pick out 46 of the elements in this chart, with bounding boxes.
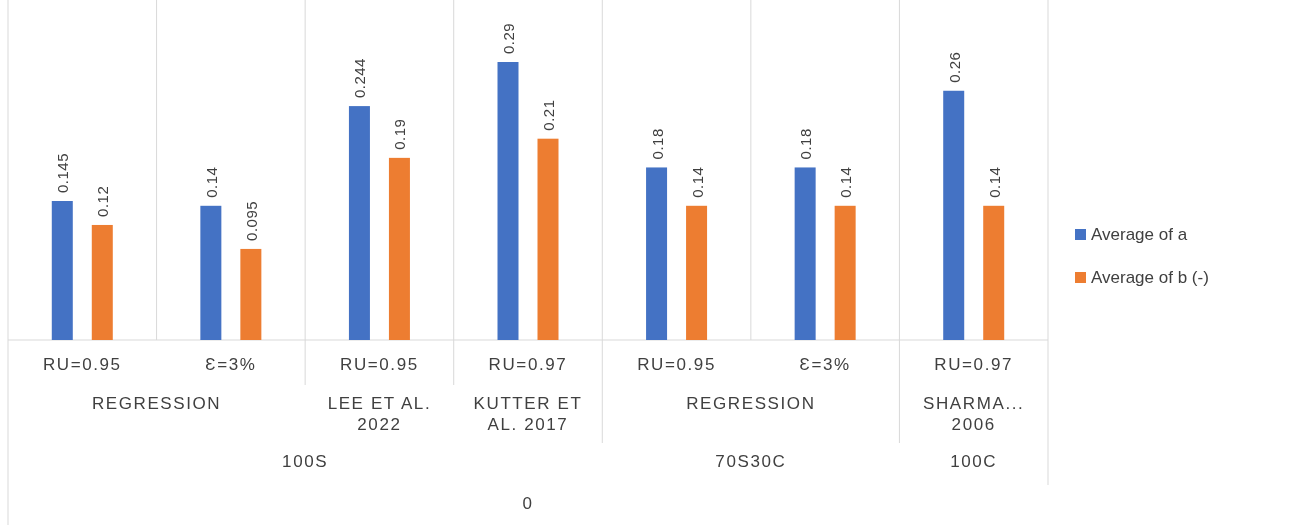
data-label: 0.145 bbox=[54, 152, 72, 193]
data-label: 0.14 bbox=[985, 166, 1003, 198]
x-tick-label: RU=0.95 bbox=[42, 355, 122, 374]
text: REGRESSION bbox=[686, 394, 816, 413]
text: 70S30C bbox=[715, 452, 787, 471]
data-label: 0.18 bbox=[797, 128, 815, 160]
x-tick-label: RU=0.97 bbox=[488, 355, 568, 374]
bar bbox=[388, 157, 410, 340]
text: 0 bbox=[522, 494, 534, 513]
bar bbox=[91, 224, 113, 340]
x-tick-label: Ɛ=3% bbox=[799, 355, 851, 374]
data-label: 0.095 bbox=[242, 200, 260, 241]
bar bbox=[200, 205, 222, 340]
text: SHARMA... 2006 bbox=[923, 394, 1025, 434]
x-tick-label: RU=0.97 bbox=[934, 355, 1014, 374]
bar bbox=[983, 205, 1005, 340]
text: 100S bbox=[282, 452, 329, 471]
legend-label: Average of b (-) bbox=[1091, 268, 1209, 287]
bar bbox=[646, 167, 668, 340]
text: REGRESSION bbox=[91, 394, 222, 413]
data-label: 0.29 bbox=[500, 22, 517, 54]
data-label: 0.12 bbox=[94, 185, 112, 217]
bar bbox=[51, 201, 73, 340]
text: 100C bbox=[950, 452, 998, 471]
x-tick-label: RU=0.95 bbox=[637, 355, 716, 374]
bar bbox=[794, 167, 816, 340]
x-tick-label: Ɛ=3% bbox=[205, 355, 257, 374]
bar bbox=[537, 138, 559, 340]
data-label: 0.14 bbox=[202, 166, 220, 198]
bar bbox=[240, 248, 262, 340]
bar bbox=[497, 62, 519, 340]
text: KUTTER ET AL. 2017 bbox=[473, 394, 583, 434]
legend-label: Average of a bbox=[1091, 225, 1188, 244]
bar bbox=[834, 205, 856, 340]
data-label: 0.18 bbox=[648, 128, 666, 160]
data-label: 0.26 bbox=[945, 51, 963, 83]
text: LEE ET AL. 2022 bbox=[327, 394, 432, 434]
data-label: 0.14 bbox=[837, 166, 855, 198]
bar bbox=[943, 90, 965, 340]
bar bbox=[686, 205, 708, 340]
data-label: 0.244 bbox=[351, 58, 369, 99]
data-label: 0.21 bbox=[540, 99, 557, 131]
bar bbox=[348, 106, 370, 340]
data-label: 0.14 bbox=[688, 166, 706, 198]
x-tick-label: RU=0.95 bbox=[340, 355, 419, 374]
data-label: 0.19 bbox=[391, 118, 409, 150]
